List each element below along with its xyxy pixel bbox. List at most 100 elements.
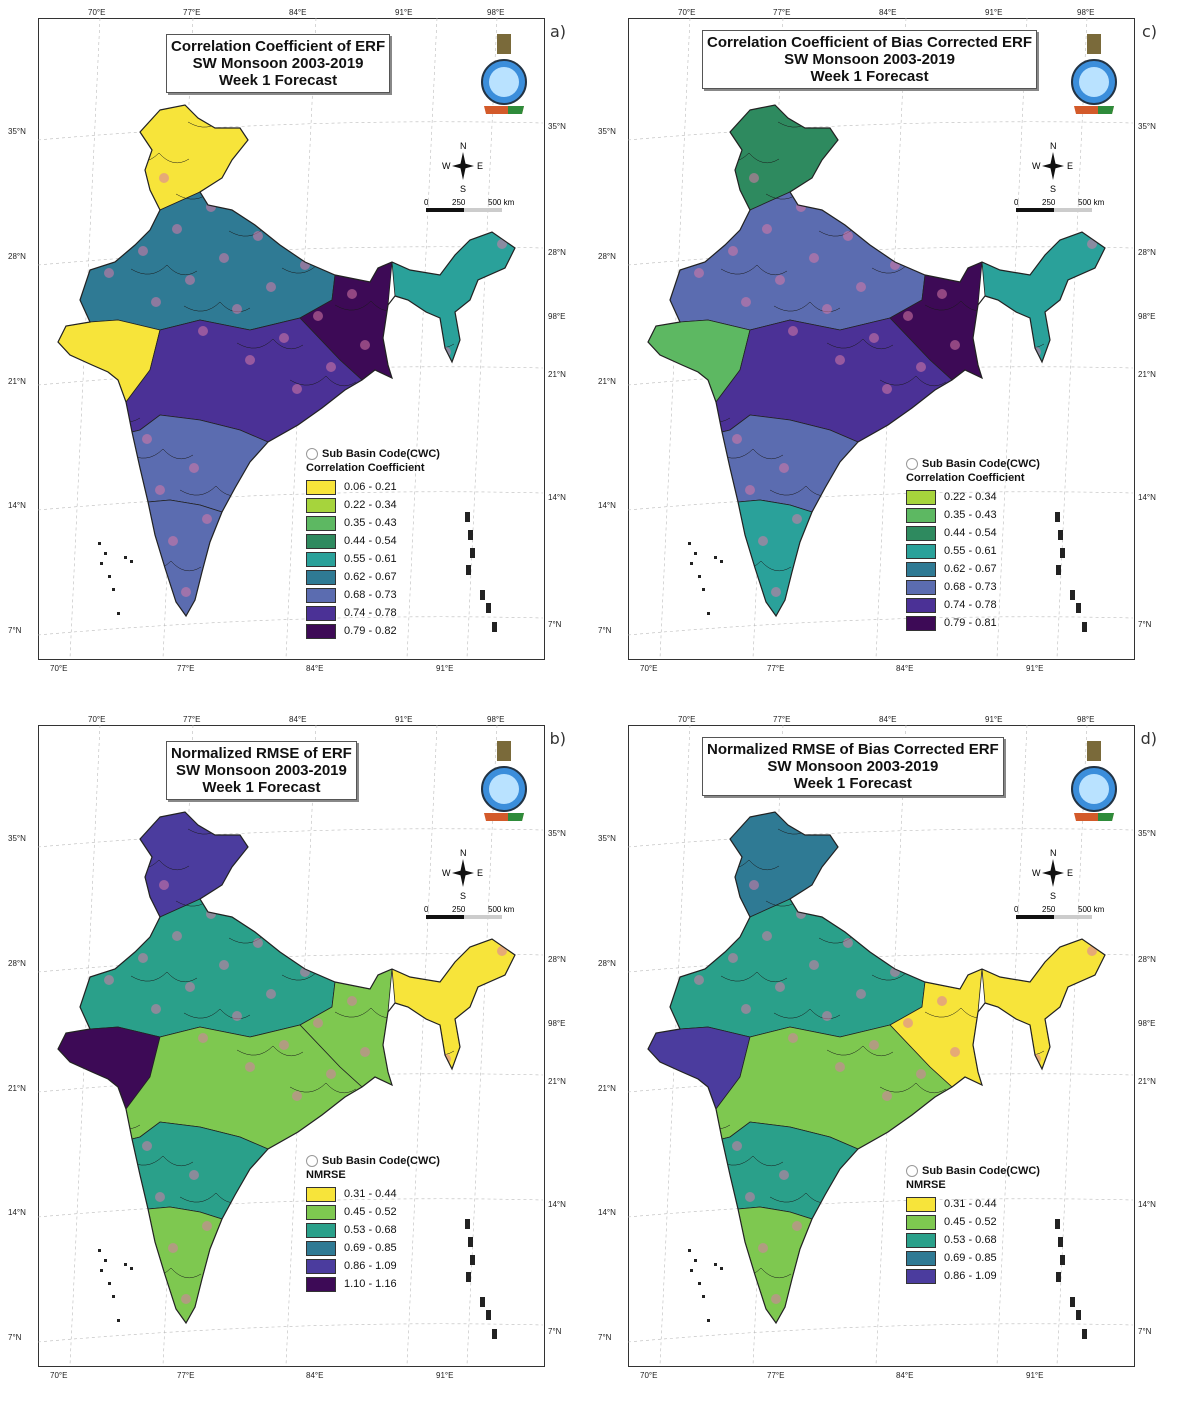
sub-basin-code-marker (1078, 1083, 1088, 1093)
legend-swatch (306, 569, 336, 585)
sub-basin-code-marker (1057, 1156, 1067, 1166)
sub-basin-code-marker (779, 1170, 789, 1180)
sub-basin-code-marker (946, 152, 956, 162)
sub-basin-circle-icon (306, 448, 318, 460)
sub-basin-code-marker (980, 837, 990, 847)
legend-range-label: 0.55 - 0.61 (344, 553, 397, 565)
sub-basin-code-marker (215, 565, 225, 575)
axis-tick-right: 14°N (548, 493, 566, 502)
sub-basin-code-marker (403, 181, 413, 191)
legend-row: 0.79 - 0.82 (306, 622, 440, 640)
imd-emblem-icon (481, 741, 527, 821)
sub-basin-code-marker (1087, 239, 1097, 249)
sub-basin-code-marker (749, 880, 759, 890)
legend-range-label: 0.74 - 0.78 (944, 599, 997, 611)
map-title-line: Week 1 Forecast (810, 68, 929, 85)
legend-swatch (306, 1222, 336, 1238)
legend-row: 0.31 - 0.44 (306, 1185, 440, 1203)
sub-basin-code-marker (771, 1294, 781, 1304)
sub-basin-code-marker (741, 1004, 751, 1014)
legend-swatch (306, 1258, 336, 1274)
scale-bar: 0 250 500 km (422, 198, 522, 218)
sub-basin-code-marker (963, 1098, 973, 1108)
legend-row: 0.74 - 0.78 (906, 596, 1040, 614)
sub-basin-code-marker (189, 463, 199, 473)
sub-basin-code-marker (249, 1250, 259, 1260)
svg-text:0: 0 (424, 198, 429, 207)
legend-row: 0.55 - 0.61 (906, 542, 1040, 560)
axis-tick-left: 28°N (598, 252, 616, 261)
sub-basin-code-marker (852, 594, 862, 604)
sub-basin-code-marker (664, 1185, 674, 1195)
legend-row: 0.44 - 0.54 (306, 532, 440, 550)
sub-basin-code-marker (818, 116, 828, 126)
axis-tick-right: 98°E (1138, 312, 1156, 321)
islands (98, 1219, 497, 1339)
sub-basin-code-marker (694, 975, 704, 985)
legend-swatch (906, 1232, 936, 1248)
sub-basin-code-marker (993, 181, 1003, 191)
basin-zone (729, 105, 839, 211)
sub-basin-code-marker (172, 224, 182, 234)
sub-basin-code-marker (236, 492, 246, 502)
sub-basin-code-marker (856, 989, 866, 999)
axis-tick-top: 70°E (88, 8, 106, 17)
legend-range-label: 0.44 - 0.54 (944, 527, 997, 539)
sub-basin-code-marker (835, 1062, 845, 1072)
basin-zone (391, 938, 515, 1071)
sub-basin-code-marker (228, 823, 238, 833)
map-title-line: SW Monsoon 2003-2019 (784, 51, 955, 68)
sub-basin-code-marker (125, 902, 135, 912)
legend-swatch (306, 587, 336, 603)
legend-row: 0.69 - 0.85 (306, 1239, 440, 1257)
legend-range-label: 0.35 - 0.43 (944, 509, 997, 521)
axis-tick-left: 7°N (8, 1333, 22, 1342)
sub-basin-code-marker (1031, 1054, 1041, 1064)
axis-tick-right: 21°N (1138, 1077, 1156, 1086)
axis-tick-left: 35°N (598, 834, 616, 843)
map-title-line: SW Monsoon 2003-2019 (192, 55, 364, 72)
india-basin-map (37, 17, 544, 659)
axis-tick-left: 35°N (8, 127, 26, 136)
svg-text:S: S (460, 184, 466, 194)
svg-text:W: W (1032, 868, 1041, 878)
sub-basin-code-marker (403, 888, 413, 898)
sub-basin-code-marker (488, 376, 498, 386)
legend-swatch (906, 1196, 936, 1212)
sub-basin-circle-icon (906, 1165, 918, 1177)
sub-basin-code-marker (724, 558, 734, 568)
axis-tick-left: 14°N (8, 501, 26, 510)
sub-basin-code-marker (762, 224, 772, 234)
sub-basin-code-marker (356, 152, 366, 162)
sub-basin-code-marker (339, 1120, 349, 1130)
svg-text:E: E (1067, 161, 1073, 171)
legend-range-label: 0.86 - 1.09 (344, 1260, 397, 1272)
legend-range-label: 0.45 - 0.52 (944, 1216, 997, 1228)
axis-tick-right: 7°N (548, 620, 562, 629)
sub-basin-code-marker (245, 355, 255, 365)
sub-basin-code-marker (95, 405, 105, 415)
sub-basin-code-marker (134, 558, 144, 568)
sub-basin-code-marker (488, 1083, 498, 1093)
legend-row: 0.35 - 0.43 (306, 514, 440, 532)
axis-tick-right: 98°E (1138, 1019, 1156, 1028)
axis-tick-bottom: 84°E (896, 1371, 914, 1380)
legend-row: 0.35 - 0.43 (906, 506, 1040, 524)
svg-text:250: 250 (1042, 198, 1056, 207)
sub-basin-code-marker (151, 297, 161, 307)
india-basin-map (627, 724, 1134, 1366)
sub-basin-code-marker (839, 543, 849, 553)
sub-basin-code-marker (91, 924, 101, 934)
sub-basin-code-marker (219, 253, 229, 263)
sub-basin-code-marker (253, 938, 263, 948)
imd-emblem-icon (481, 34, 527, 114)
legend-range-label: 0.31 - 0.44 (344, 1188, 397, 1200)
sub-basin-code-marker (181, 587, 191, 597)
sub-basin-code-marker (792, 514, 802, 524)
sub-basin-code-marker (886, 1279, 896, 1289)
svg-text:N: N (460, 141, 467, 151)
legend-row: 0.62 - 0.67 (306, 568, 440, 586)
sub-basin-code-marker (916, 1069, 926, 1079)
legend-swatch (906, 561, 936, 577)
legend: Sub Basin Code(CWC) NMRSE 0.31 - 0.44 0.45 … (906, 1165, 1040, 1285)
